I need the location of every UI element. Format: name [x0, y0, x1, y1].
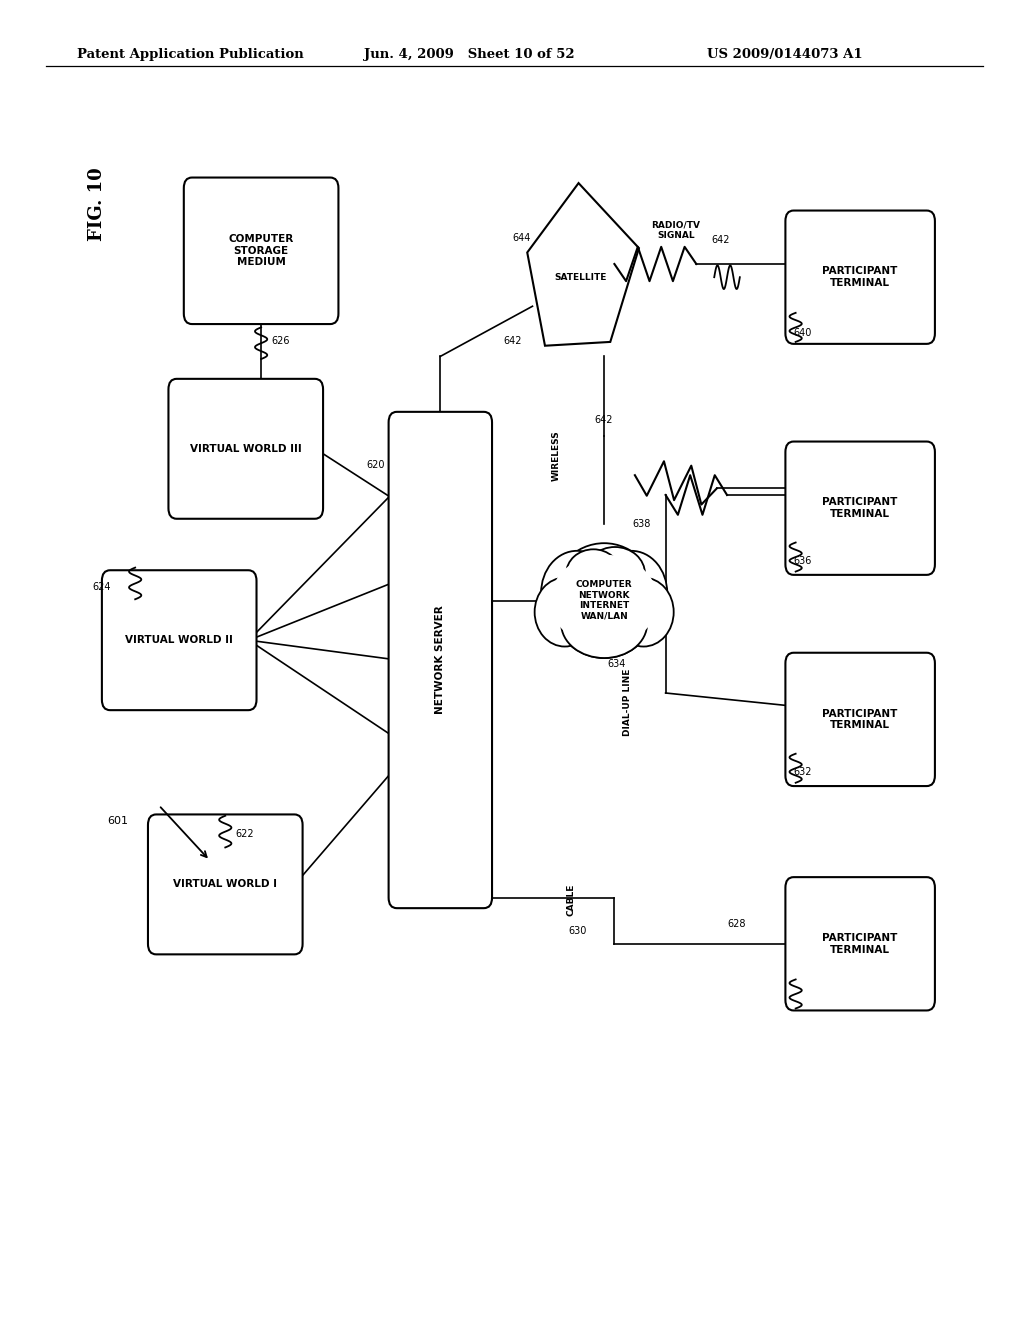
- Text: PARTICIPANT
TERMINAL: PARTICIPANT TERMINAL: [822, 498, 898, 519]
- Text: PARTICIPANT
TERMINAL: PARTICIPANT TERMINAL: [822, 709, 898, 730]
- Text: PARTICIPANT
TERMINAL: PARTICIPANT TERMINAL: [822, 933, 898, 954]
- Polygon shape: [527, 183, 639, 346]
- Text: 624: 624: [92, 582, 111, 593]
- Text: VIRTUAL WORLD III: VIRTUAL WORLD III: [189, 444, 302, 454]
- FancyBboxPatch shape: [785, 441, 935, 576]
- Ellipse shape: [535, 578, 595, 647]
- Text: Jun. 4, 2009   Sheet 10 of 52: Jun. 4, 2009 Sheet 10 of 52: [364, 49, 574, 61]
- Text: VIRTUAL WORLD I: VIRTUAL WORLD I: [173, 879, 278, 890]
- Text: 632: 632: [794, 767, 812, 777]
- FancyBboxPatch shape: [147, 814, 303, 954]
- Text: 640: 640: [794, 327, 812, 338]
- Text: 644: 644: [512, 232, 530, 243]
- Text: VIRTUAL WORLD II: VIRTUAL WORLD II: [125, 635, 233, 645]
- FancyBboxPatch shape: [184, 177, 338, 323]
- Ellipse shape: [540, 544, 669, 657]
- Ellipse shape: [613, 578, 674, 647]
- Text: WIRELESS: WIRELESS: [552, 430, 560, 480]
- Text: PARTICIPANT
TERMINAL: PARTICIPANT TERMINAL: [822, 267, 898, 288]
- FancyBboxPatch shape: [785, 210, 935, 343]
- Text: 622: 622: [236, 829, 254, 840]
- Text: 620: 620: [367, 459, 385, 470]
- Text: SATELLITE: SATELLITE: [554, 273, 607, 281]
- Text: RADIO/TV
SIGNAL: RADIO/TV SIGNAL: [651, 220, 700, 240]
- Text: 636: 636: [794, 556, 812, 566]
- FancyBboxPatch shape: [389, 412, 493, 908]
- Ellipse shape: [566, 549, 621, 598]
- Text: 626: 626: [271, 335, 290, 346]
- FancyBboxPatch shape: [168, 379, 324, 519]
- Text: 628: 628: [727, 919, 745, 929]
- Text: COMPUTER
NETWORK
INTERNET
WAN/LAN: COMPUTER NETWORK INTERNET WAN/LAN: [575, 581, 633, 620]
- Text: NETWORK SERVER: NETWORK SERVER: [435, 606, 445, 714]
- Text: FIG. 10: FIG. 10: [88, 168, 106, 242]
- Text: CABLE: CABLE: [567, 884, 575, 916]
- Text: 642: 642: [594, 414, 612, 425]
- FancyBboxPatch shape: [785, 878, 935, 1011]
- Ellipse shape: [541, 550, 612, 635]
- Text: DIAL-UP LINE: DIAL-UP LINE: [623, 668, 632, 737]
- Ellipse shape: [551, 544, 657, 657]
- Ellipse shape: [551, 554, 657, 647]
- Ellipse shape: [596, 550, 668, 635]
- Text: Patent Application Publication: Patent Application Publication: [77, 49, 303, 61]
- FancyBboxPatch shape: [101, 570, 256, 710]
- Ellipse shape: [585, 546, 645, 601]
- Text: 630: 630: [568, 925, 587, 936]
- Text: COMPUTER
STORAGE
MEDIUM: COMPUTER STORAGE MEDIUM: [228, 234, 294, 268]
- FancyBboxPatch shape: [785, 652, 935, 785]
- Text: 634: 634: [607, 659, 626, 669]
- Text: 638: 638: [633, 519, 651, 529]
- Text: 642: 642: [504, 335, 522, 346]
- Text: 642: 642: [712, 235, 730, 246]
- Text: US 2009/0144073 A1: US 2009/0144073 A1: [707, 49, 862, 61]
- Ellipse shape: [561, 589, 647, 657]
- Text: 601: 601: [108, 816, 129, 826]
